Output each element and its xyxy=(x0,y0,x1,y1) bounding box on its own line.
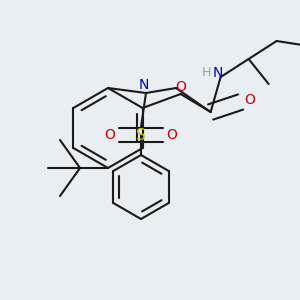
Text: O: O xyxy=(175,80,186,94)
Text: H: H xyxy=(202,67,211,80)
Text: O: O xyxy=(244,93,255,107)
Text: N: N xyxy=(212,66,223,80)
Text: N: N xyxy=(139,78,149,92)
Text: O: O xyxy=(167,128,177,142)
Text: O: O xyxy=(105,128,116,142)
Text: S: S xyxy=(136,128,146,142)
